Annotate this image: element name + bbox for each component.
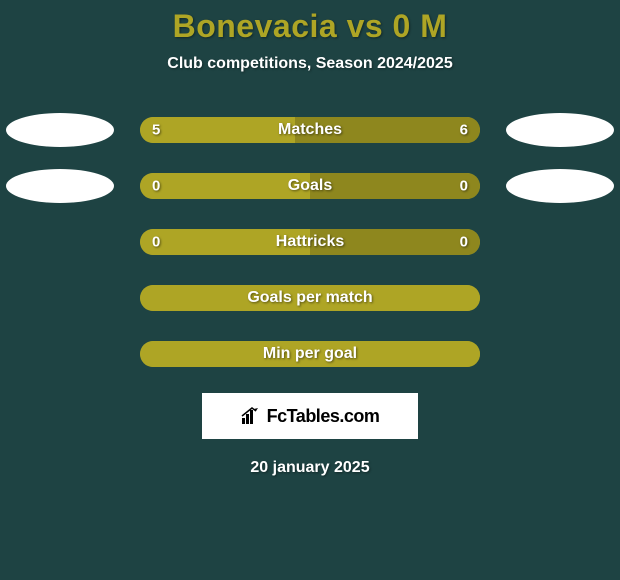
player-badge-left (6, 113, 114, 147)
stat-value-left: 5 (152, 122, 160, 139)
stat-label: Goals per match (247, 289, 372, 307)
logo-text: FcTables.com (267, 406, 380, 427)
logo-content: FcTables.com (241, 406, 380, 427)
stat-bar: Min per goal (140, 341, 480, 367)
badge-spacer (506, 281, 614, 315)
barchart-icon (241, 406, 263, 426)
date-text: 20 january 2025 (0, 459, 620, 477)
badge-spacer (506, 225, 614, 259)
stat-value-right: 0 (460, 178, 468, 195)
stat-row: Goals per match (0, 281, 620, 315)
bar-segment-left (140, 173, 310, 199)
stat-bar: 5 6 Matches (140, 117, 480, 143)
stat-value-left: 0 (152, 178, 160, 195)
badge-spacer (6, 225, 114, 259)
stat-row: Min per goal (0, 337, 620, 371)
stat-row: 5 6 Matches (0, 113, 620, 147)
stat-bar: 0 0 Hattricks (140, 229, 480, 255)
logo-box: FcTables.com (202, 393, 418, 439)
badge-spacer (6, 337, 114, 371)
stat-rows: 5 6 Matches 0 0 Goals 0 0 Hattricks Goals per mat… (0, 113, 620, 371)
stat-bar: 0 0 Goals (140, 173, 480, 199)
stat-row: 0 0 Hattricks (0, 225, 620, 259)
badge-spacer (506, 337, 614, 371)
stat-value-right: 6 (460, 122, 468, 139)
stat-label: Matches (278, 121, 342, 139)
page-title: Bonevacia vs 0 M (0, 8, 620, 45)
bar-segment-left (140, 117, 295, 143)
bar-segment-right (310, 173, 480, 199)
player-badge-right (506, 169, 614, 203)
stat-label: Goals (288, 177, 332, 195)
stat-value-left: 0 (152, 234, 160, 251)
stat-value-right: 0 (460, 234, 468, 251)
player-badge-left (6, 169, 114, 203)
stat-label: Hattricks (276, 233, 344, 251)
stat-bar: Goals per match (140, 285, 480, 311)
stat-label: Min per goal (263, 345, 357, 363)
subtitle: Club competitions, Season 2024/2025 (0, 55, 620, 73)
badge-spacer (6, 281, 114, 315)
infographic-container: Bonevacia vs 0 M Club competitions, Seas… (0, 0, 620, 477)
player-badge-right (506, 113, 614, 147)
stat-row: 0 0 Goals (0, 169, 620, 203)
